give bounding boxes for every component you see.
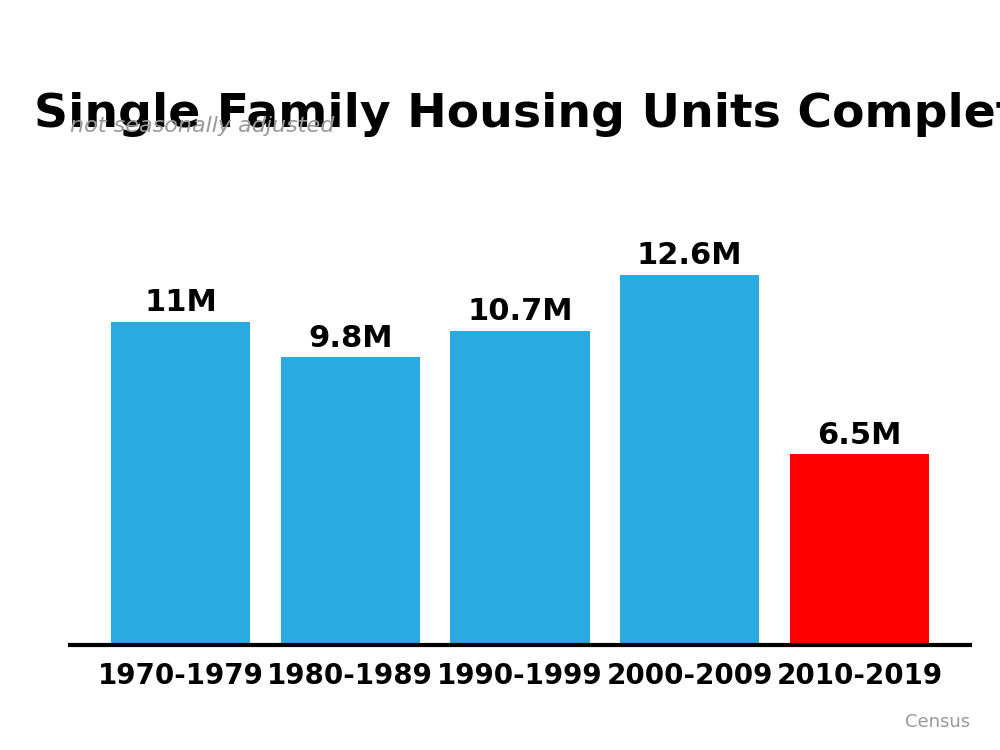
Text: Single Family Housing Units Completed by Decade: Single Family Housing Units Completed by…: [34, 92, 1000, 136]
Bar: [111, 322, 250, 645]
Bar: [620, 274, 759, 645]
Text: 9.8M: 9.8M: [308, 323, 393, 352]
Text: Census: Census: [905, 713, 970, 731]
Bar: [281, 357, 420, 645]
Bar: [790, 454, 929, 645]
Text: 12.6M: 12.6M: [637, 242, 743, 270]
Text: not seasonally adjusted: not seasonally adjusted: [70, 116, 334, 136]
Text: 10.7M: 10.7M: [467, 297, 573, 326]
Bar: [450, 331, 590, 645]
Text: 11M: 11M: [144, 288, 217, 317]
Text: 6.5M: 6.5M: [817, 421, 902, 449]
